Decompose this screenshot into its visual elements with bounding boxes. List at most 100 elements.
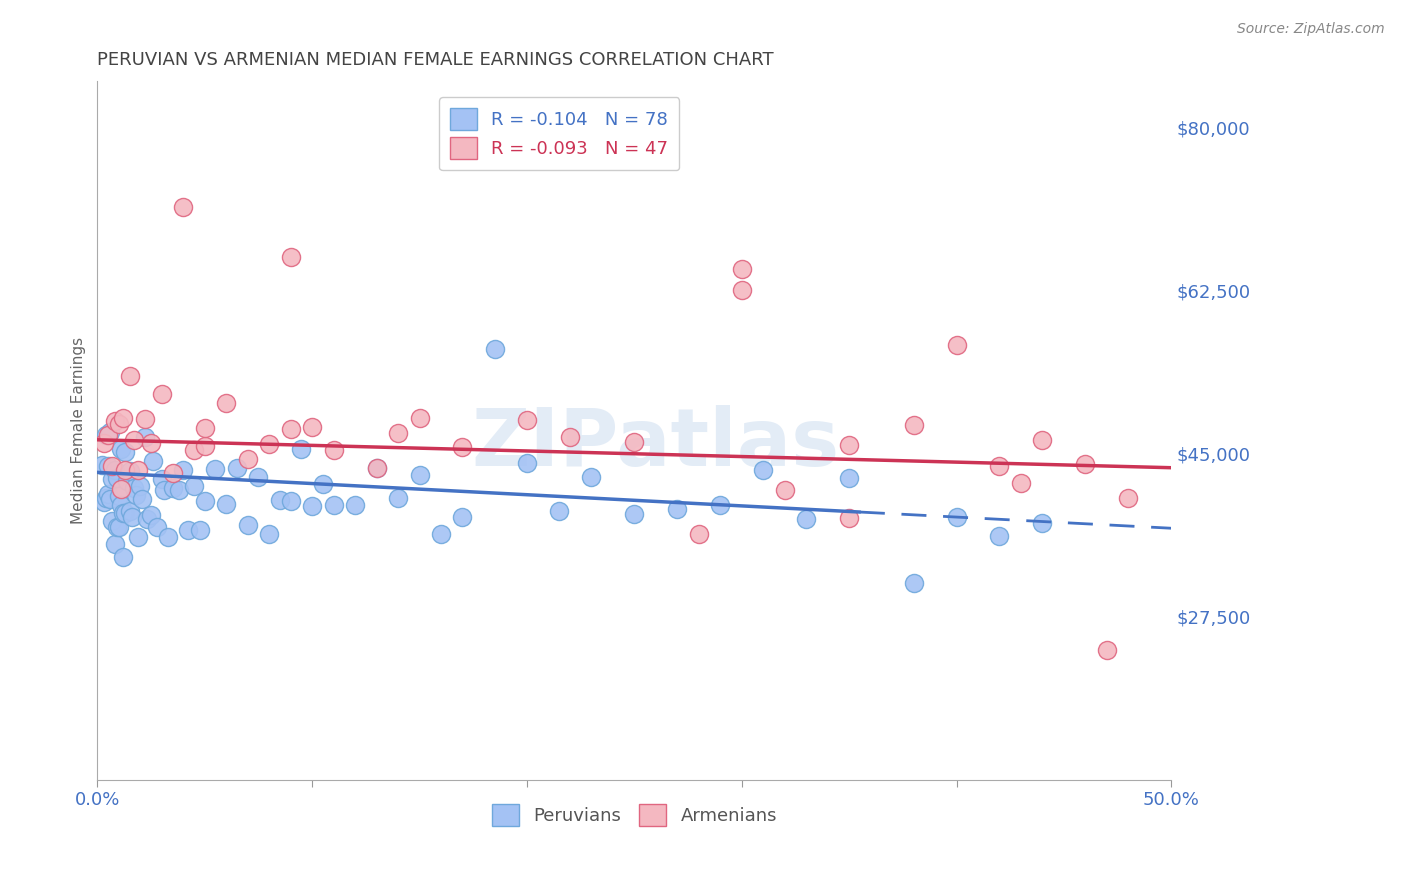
Point xyxy=(903,417,925,432)
Point xyxy=(215,396,238,410)
Point xyxy=(150,472,173,486)
Point xyxy=(142,454,165,468)
Point xyxy=(153,483,176,498)
Point xyxy=(269,493,291,508)
Point xyxy=(451,440,474,454)
Point xyxy=(903,576,925,591)
Point xyxy=(172,463,194,477)
Point xyxy=(1074,457,1097,471)
Point xyxy=(103,414,125,428)
Point xyxy=(139,508,162,522)
Point xyxy=(623,435,645,450)
Point xyxy=(945,509,967,524)
Point xyxy=(344,498,367,512)
Point xyxy=(117,474,139,488)
Point xyxy=(97,487,120,501)
Point xyxy=(236,452,259,467)
Point xyxy=(731,283,754,297)
Point xyxy=(162,466,184,480)
Point xyxy=(134,430,156,444)
Point xyxy=(101,472,124,486)
Point xyxy=(157,531,180,545)
Point xyxy=(257,437,280,451)
Point xyxy=(1031,434,1053,448)
Point xyxy=(408,411,430,425)
Point xyxy=(112,411,135,425)
Point xyxy=(1010,475,1032,490)
Point xyxy=(98,425,121,439)
Point xyxy=(1118,491,1140,505)
Point xyxy=(110,442,132,457)
Point xyxy=(548,503,571,517)
Point xyxy=(190,523,212,537)
Point xyxy=(150,386,173,401)
Point xyxy=(1031,516,1053,530)
Point xyxy=(988,529,1011,543)
Point xyxy=(112,506,135,520)
Point xyxy=(322,443,344,458)
Point xyxy=(451,510,474,524)
Point xyxy=(731,261,754,276)
Point xyxy=(101,514,124,528)
Point xyxy=(125,488,148,502)
Point xyxy=(129,479,152,493)
Point xyxy=(623,507,645,521)
Point xyxy=(280,494,302,508)
Point xyxy=(176,523,198,537)
Point xyxy=(110,482,132,496)
Point xyxy=(105,471,128,485)
Point xyxy=(215,497,238,511)
Point xyxy=(194,439,217,453)
Point xyxy=(94,428,117,442)
Point xyxy=(226,460,249,475)
Point xyxy=(194,494,217,508)
Point xyxy=(114,445,136,459)
Point xyxy=(114,506,136,520)
Point xyxy=(93,495,115,509)
Point xyxy=(366,461,388,475)
Point xyxy=(131,492,153,507)
Point xyxy=(794,512,817,526)
Point xyxy=(162,481,184,495)
Point xyxy=(127,463,149,477)
Point xyxy=(103,462,125,476)
Point xyxy=(387,491,409,505)
Point xyxy=(301,420,323,434)
Point xyxy=(312,477,335,491)
Point xyxy=(118,368,141,383)
Point xyxy=(257,526,280,541)
Point xyxy=(484,343,506,357)
Point xyxy=(97,459,120,474)
Point xyxy=(387,426,409,441)
Text: PERUVIAN VS ARMENIAN MEDIAN FEMALE EARNINGS CORRELATION CHART: PERUVIAN VS ARMENIAN MEDIAN FEMALE EARNI… xyxy=(97,51,773,69)
Point xyxy=(121,510,143,524)
Point xyxy=(93,436,115,450)
Point xyxy=(247,470,270,484)
Y-axis label: Median Female Earnings: Median Female Earnings xyxy=(72,337,86,524)
Point xyxy=(280,250,302,264)
Point xyxy=(118,504,141,518)
Point xyxy=(430,527,453,541)
Point xyxy=(108,520,131,534)
Point xyxy=(709,498,731,512)
Point xyxy=(127,530,149,544)
Text: Source: ZipAtlas.com: Source: ZipAtlas.com xyxy=(1237,22,1385,37)
Point xyxy=(167,483,190,497)
Point xyxy=(581,470,603,484)
Point xyxy=(301,499,323,513)
Point xyxy=(194,421,217,435)
Point xyxy=(146,519,169,533)
Point xyxy=(94,491,117,505)
Point xyxy=(290,442,312,456)
Point xyxy=(135,512,157,526)
Point xyxy=(172,200,194,214)
Point xyxy=(204,462,226,476)
Point xyxy=(110,498,132,512)
Point xyxy=(114,463,136,477)
Point xyxy=(183,479,205,493)
Point xyxy=(112,550,135,565)
Point xyxy=(108,417,131,431)
Point xyxy=(838,438,860,452)
Point xyxy=(838,471,860,485)
Point xyxy=(945,338,967,352)
